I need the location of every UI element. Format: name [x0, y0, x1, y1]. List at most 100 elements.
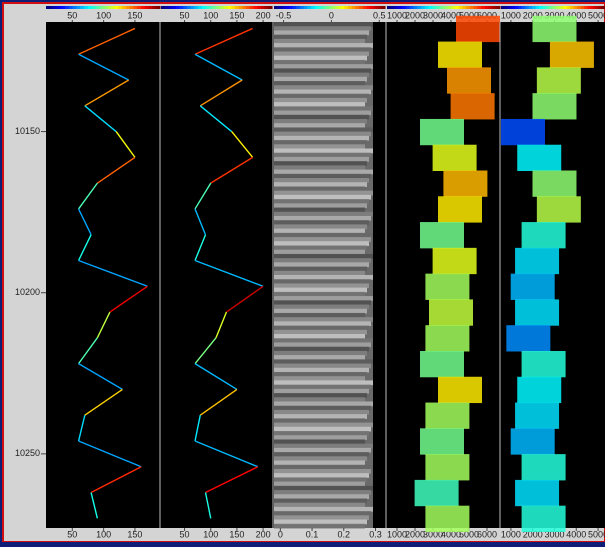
color-scale — [501, 6, 505, 9]
data-cloud — [515, 479, 560, 507]
data-cloud — [425, 454, 470, 481]
top-tick-label: 200 — [256, 10, 271, 20]
color-scale — [454, 6, 460, 9]
color-scale — [559, 6, 564, 9]
image-stripe — [274, 93, 369, 99]
log-curve — [115, 131, 136, 158]
color-scale — [329, 6, 334, 9]
log-curve — [199, 79, 243, 107]
data-cloud — [425, 325, 470, 352]
color-scale — [99, 6, 104, 9]
log-curve — [78, 53, 130, 81]
image-stripe — [274, 59, 365, 65]
image-stripe — [274, 435, 367, 440]
color-scale — [435, 6, 441, 9]
color-scale — [359, 6, 364, 9]
bottom-tick-label: 3000 — [423, 529, 443, 539]
log-curve — [78, 27, 136, 55]
image-stripe — [274, 359, 373, 365]
bottom-tick-label: 0.3 — [369, 529, 382, 539]
log-curve — [77, 234, 92, 261]
image-stripe — [274, 270, 365, 276]
color-scale — [577, 6, 582, 9]
top-tick-label: 4000 — [441, 10, 461, 20]
color-scale — [584, 6, 589, 9]
log-curve — [194, 53, 243, 81]
image-stripe — [274, 283, 369, 289]
color-scale — [539, 6, 544, 9]
color-scale — [156, 6, 161, 9]
color-scale — [194, 6, 199, 9]
data-cloud — [420, 222, 465, 249]
image-stripe — [274, 43, 373, 48]
image-stripe — [274, 237, 371, 242]
color-scale — [443, 6, 448, 9]
color-scale — [507, 6, 512, 9]
image-stripe — [274, 245, 367, 251]
data-cloud — [447, 67, 492, 94]
color-scale — [333, 6, 338, 9]
data-cloud — [521, 350, 566, 378]
color-scale — [439, 6, 444, 9]
image-stripe — [274, 308, 367, 314]
color-scale — [387, 6, 392, 9]
image-stripe — [274, 287, 367, 293]
image-stripe — [274, 291, 365, 297]
color-scale — [496, 6, 501, 9]
color-scale — [285, 6, 290, 9]
color-scale — [394, 6, 399, 9]
color-scale — [53, 6, 58, 9]
image-stripe — [274, 300, 371, 306]
color-scale — [580, 6, 585, 9]
color-scale — [253, 6, 258, 9]
image-stripe — [274, 279, 371, 284]
image-stripe — [274, 186, 365, 192]
image-stripe — [274, 468, 371, 474]
image-stripe — [274, 329, 367, 335]
log-curve — [199, 105, 233, 133]
bottom-tick-label: 1000 — [387, 529, 407, 539]
image-stripe — [274, 38, 365, 44]
color-scale — [190, 6, 195, 9]
color-scale — [235, 6, 240, 9]
image-stripe — [274, 447, 371, 453]
color-scale — [141, 6, 146, 9]
color-scale — [336, 6, 342, 9]
color-scale — [355, 6, 360, 9]
image-stripe — [274, 418, 365, 424]
bottom-tick-label: 200 — [256, 529, 271, 539]
log-curve — [78, 440, 142, 468]
data-cloud — [536, 67, 581, 94]
image-stripe — [274, 224, 367, 230]
top-tick-label: 100 — [203, 10, 218, 20]
log-curve — [204, 492, 212, 519]
color-scale — [76, 6, 81, 9]
image-stripe — [274, 439, 365, 445]
color-scale — [362, 6, 367, 9]
log-curve — [194, 182, 212, 210]
color-scale — [292, 6, 297, 9]
top-tick-label: 150 — [229, 10, 244, 20]
log-curve — [226, 285, 264, 313]
log-curve — [194, 337, 217, 365]
color-scale — [246, 6, 251, 9]
bottom-tick-label: 150 — [127, 529, 142, 539]
color-scale — [528, 6, 533, 9]
data-cloud — [425, 505, 470, 532]
image-stripe — [274, 523, 365, 529]
log-curve — [205, 466, 259, 494]
image-stripe — [274, 342, 371, 348]
data-cloud — [532, 170, 577, 197]
bottom-tick-label: 2000 — [405, 529, 425, 539]
color-scale — [303, 6, 308, 9]
image-stripe — [274, 81, 365, 86]
color-scale — [91, 6, 96, 9]
color-scale — [179, 6, 184, 9]
bottom-tick-label: 100 — [203, 529, 218, 539]
color-scale — [458, 6, 463, 9]
color-scale — [198, 6, 203, 9]
log-curve — [78, 363, 123, 391]
top-tick-label: 1000 — [387, 10, 407, 20]
color-scale — [268, 6, 273, 9]
image-stripe — [274, 182, 367, 187]
